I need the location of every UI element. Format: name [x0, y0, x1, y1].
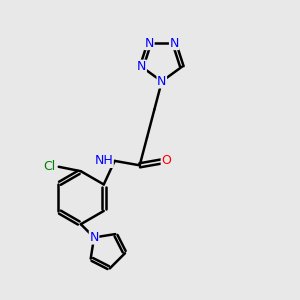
Text: O: O [161, 154, 171, 167]
Text: Cl: Cl [44, 160, 56, 173]
Text: N: N [157, 75, 167, 88]
Text: N: N [169, 37, 179, 50]
Text: N: N [137, 60, 146, 73]
Text: N: N [145, 37, 154, 50]
Text: NH: NH [94, 154, 113, 167]
Text: N: N [89, 231, 99, 244]
